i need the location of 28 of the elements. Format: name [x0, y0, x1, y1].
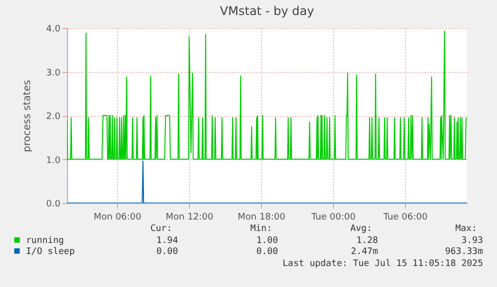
x-tick-label: Tue 00:00 — [310, 212, 356, 222]
y-tick-label: 0.0 — [46, 200, 61, 210]
text: 1.28 — [356, 236, 378, 246]
text: 963.33m — [445, 247, 483, 257]
text: Cur: — [150, 224, 172, 234]
text: Avg: — [350, 224, 372, 234]
y-tick-label: 2.0 — [46, 112, 61, 122]
x-tick-label: Mon 12:00 — [166, 212, 214, 222]
legend-label: I/O sleep — [26, 247, 75, 257]
y-axis-title: process states — [22, 80, 34, 152]
text: 1.94 — [156, 236, 178, 246]
y-tick-label: 1.0 — [46, 156, 61, 166]
text: 2.47m — [350, 247, 378, 257]
y-tick-label: 3.0 — [46, 68, 61, 78]
text: 3.93 — [461, 236, 483, 246]
text: Last update: Tue Jul 15 11:05:18 2025 — [282, 259, 483, 269]
text: 0.00 — [156, 247, 178, 257]
text: 0.00 — [256, 247, 278, 257]
chart-title: VMstat - by day — [220, 4, 314, 18]
text: Max: — [455, 224, 477, 234]
text: Min: — [250, 224, 272, 234]
legend-label: running — [26, 236, 64, 246]
y-tick-label: 4.0 — [46, 24, 61, 34]
x-tick-label: Tue 06:00 — [382, 212, 428, 222]
x-tick-label: Mon 18:00 — [238, 212, 286, 222]
line-series — [67, 30, 467, 160]
x-tick-label: Mon 06:00 — [94, 212, 142, 222]
text: 1.00 — [256, 236, 278, 246]
